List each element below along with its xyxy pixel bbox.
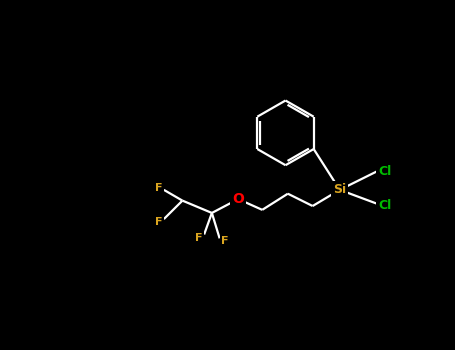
Text: Si: Si [333,183,346,196]
Text: F: F [155,217,162,227]
Text: Cl: Cl [378,199,391,212]
Text: F: F [195,233,202,243]
Text: F: F [155,183,162,193]
Text: Cl: Cl [378,165,391,178]
Text: O: O [233,192,244,206]
Text: F: F [221,237,229,246]
